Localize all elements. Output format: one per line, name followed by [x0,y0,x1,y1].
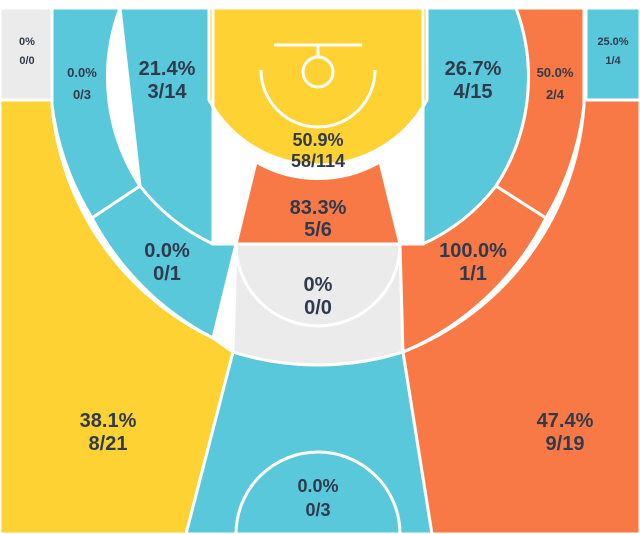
center-circle-arc [234,450,402,534]
zone-made-att-label: 0/1 [153,263,181,285]
hoop-rim [301,55,335,89]
zone-pct-label: 38.1% [80,410,137,432]
zone-pct-label: 25.0% [597,36,628,48]
zone-made-att-label: 4/15 [454,81,493,103]
restricted-arc [259,69,377,129]
zone-pct-label: 50.9% [292,130,343,150]
zone-pct-label: 100.0% [439,240,507,262]
court-lines [211,6,425,534]
paint-outline [211,6,425,246]
zone-paint-non-ra [234,160,402,246]
zone-made-att-label: 0/3 [73,87,91,102]
zone-made-att-label: 5/6 [304,219,332,241]
zones-layer [0,6,640,534]
zone-made-att-label: 0/3 [305,500,330,520]
zone-pct-label: 0.0% [67,65,97,80]
zone-made-att-label: 2/4 [546,87,565,102]
labels-layer: 0%0/038.1%8/210.0%0/347.4%9/1925.0%1/40.… [19,36,629,520]
zone-made-att-label: 58/114 [291,151,345,171]
zone-made-att-label: 3/14 [148,81,188,103]
zone-pct-label: 50.0% [537,65,574,80]
zone-made-att-label: 8/21 [89,433,128,455]
zone-left-elbow-long-2 [90,184,238,340]
zone-made-att-label: 9/19 [546,433,585,455]
zone-pct-label: 0% [304,274,333,296]
zone-pct-label: 83.3% [290,197,347,219]
zone-made-att-label: 0/0 [19,55,34,67]
zone-left-corner-3 [0,6,54,102]
zone-pct-label: 0% [19,36,35,48]
zone-pct-label: 47.4% [537,410,594,432]
zone-made-att-label: 1/1 [459,263,487,285]
zone-left-baseline-long-2 [50,6,142,220]
free-throw-arc [234,243,402,328]
zone-pct-label: 0.0% [144,240,190,262]
zone-pct-label: 26.7% [445,58,502,80]
zone-made-att-label: 1/4 [605,55,621,67]
zone-right-baseline-long-2 [494,6,586,220]
zone-pct-label: 0.0% [297,476,338,496]
zone-made-att-label: 0/0 [304,297,332,319]
zone-right-corner-3 [584,6,640,102]
zone-pct-label: 21.4% [139,58,196,80]
